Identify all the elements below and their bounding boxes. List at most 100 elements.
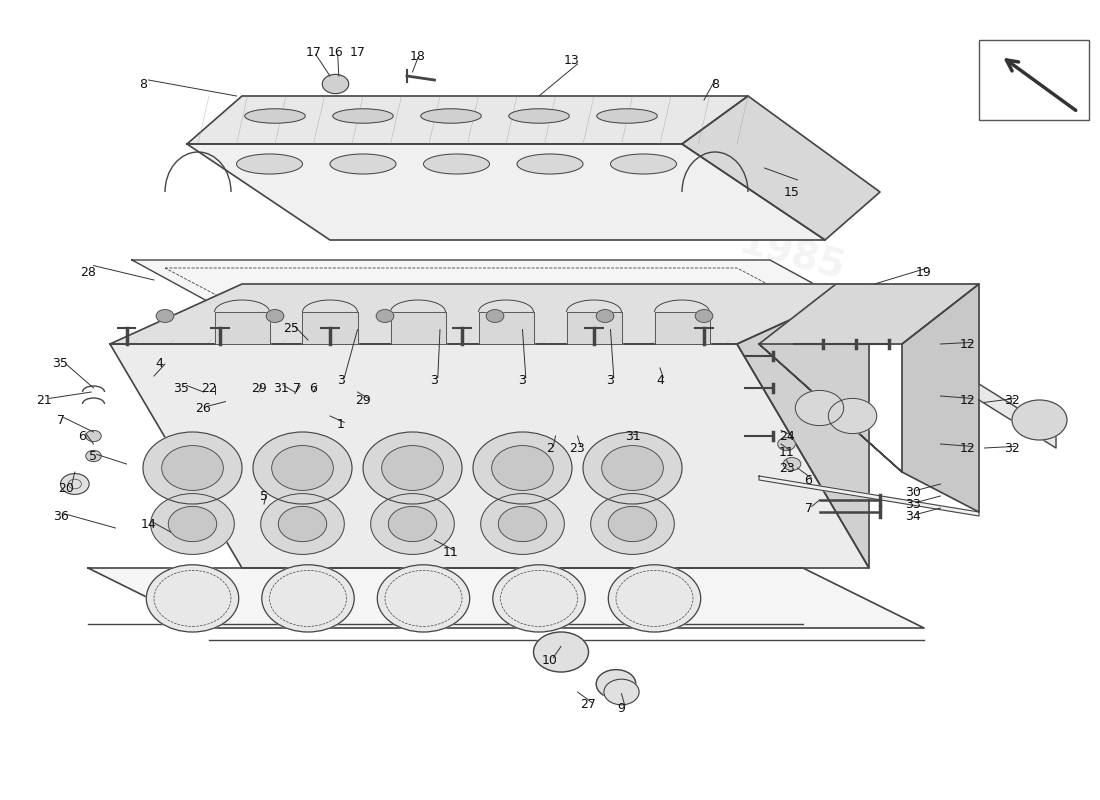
Circle shape bbox=[481, 494, 564, 554]
Text: 10: 10 bbox=[542, 654, 558, 666]
Polygon shape bbox=[759, 476, 979, 516]
Circle shape bbox=[262, 565, 354, 632]
Text: 12: 12 bbox=[960, 442, 976, 454]
Ellipse shape bbox=[236, 154, 302, 174]
Text: eurocres: eurocres bbox=[390, 305, 754, 463]
Circle shape bbox=[146, 565, 239, 632]
Text: 15: 15 bbox=[784, 186, 800, 198]
Circle shape bbox=[608, 565, 701, 632]
Text: 33: 33 bbox=[905, 498, 921, 510]
Ellipse shape bbox=[332, 109, 394, 123]
Circle shape bbox=[266, 310, 284, 322]
Circle shape bbox=[583, 432, 682, 504]
Polygon shape bbox=[390, 312, 446, 344]
Text: 25: 25 bbox=[284, 322, 299, 334]
Circle shape bbox=[382, 446, 443, 490]
Text: 31: 31 bbox=[273, 382, 288, 394]
Polygon shape bbox=[187, 144, 825, 240]
Polygon shape bbox=[110, 344, 869, 568]
Circle shape bbox=[278, 506, 327, 542]
Text: 8: 8 bbox=[711, 78, 719, 90]
Text: 4: 4 bbox=[656, 374, 664, 386]
Circle shape bbox=[778, 438, 795, 450]
Text: 11: 11 bbox=[443, 546, 459, 558]
Ellipse shape bbox=[244, 109, 306, 123]
Text: 20: 20 bbox=[58, 482, 74, 494]
Text: 24: 24 bbox=[779, 430, 794, 442]
Circle shape bbox=[388, 506, 437, 542]
Polygon shape bbox=[88, 568, 924, 628]
Text: 6: 6 bbox=[78, 430, 87, 442]
Circle shape bbox=[168, 506, 217, 542]
Circle shape bbox=[695, 310, 713, 322]
Text: 29: 29 bbox=[251, 382, 266, 394]
Text: 7: 7 bbox=[293, 382, 301, 394]
Text: 4: 4 bbox=[155, 358, 164, 370]
Ellipse shape bbox=[330, 154, 396, 174]
Circle shape bbox=[591, 494, 674, 554]
Text: 35: 35 bbox=[53, 358, 68, 370]
Polygon shape bbox=[566, 312, 621, 344]
Polygon shape bbox=[132, 260, 902, 332]
Circle shape bbox=[371, 494, 454, 554]
Text: 26: 26 bbox=[196, 402, 211, 414]
Circle shape bbox=[86, 430, 101, 442]
Ellipse shape bbox=[596, 109, 658, 123]
Text: 8: 8 bbox=[139, 78, 147, 90]
Polygon shape bbox=[737, 284, 869, 568]
Polygon shape bbox=[478, 312, 534, 344]
Circle shape bbox=[86, 450, 101, 462]
Text: 11: 11 bbox=[779, 446, 794, 458]
Circle shape bbox=[486, 310, 504, 322]
Polygon shape bbox=[187, 96, 748, 144]
Text: 7: 7 bbox=[56, 414, 65, 426]
Text: 2: 2 bbox=[546, 442, 554, 454]
Polygon shape bbox=[682, 96, 880, 240]
Text: 3: 3 bbox=[430, 374, 439, 386]
Polygon shape bbox=[759, 284, 979, 344]
Ellipse shape bbox=[424, 154, 490, 174]
Text: 36: 36 bbox=[53, 510, 68, 522]
Circle shape bbox=[60, 474, 89, 494]
Text: 18: 18 bbox=[410, 50, 426, 62]
Circle shape bbox=[363, 432, 462, 504]
Circle shape bbox=[492, 446, 553, 490]
Circle shape bbox=[151, 494, 234, 554]
Text: 32: 32 bbox=[1004, 394, 1020, 406]
Text: 19: 19 bbox=[916, 266, 932, 278]
Text: 14: 14 bbox=[141, 518, 156, 530]
Circle shape bbox=[261, 494, 344, 554]
Text: 6: 6 bbox=[804, 474, 813, 486]
Text: 23: 23 bbox=[779, 462, 794, 474]
Circle shape bbox=[377, 565, 470, 632]
Circle shape bbox=[272, 446, 333, 490]
Polygon shape bbox=[902, 284, 979, 512]
Text: 5: 5 bbox=[260, 490, 268, 502]
Text: 13: 13 bbox=[564, 54, 580, 66]
Text: 31: 31 bbox=[625, 430, 640, 442]
Text: 32: 32 bbox=[1004, 442, 1020, 454]
Polygon shape bbox=[654, 312, 710, 344]
Circle shape bbox=[143, 432, 242, 504]
Circle shape bbox=[596, 310, 614, 322]
Text: 27: 27 bbox=[581, 698, 596, 710]
Text: 12: 12 bbox=[960, 338, 976, 350]
Circle shape bbox=[828, 398, 877, 434]
Text: 1985: 1985 bbox=[735, 224, 849, 288]
Text: 23: 23 bbox=[570, 442, 585, 454]
Ellipse shape bbox=[610, 154, 676, 174]
Circle shape bbox=[783, 458, 801, 470]
Text: 22: 22 bbox=[201, 382, 217, 394]
Circle shape bbox=[498, 506, 547, 542]
Text: 17: 17 bbox=[350, 46, 365, 58]
Circle shape bbox=[473, 432, 572, 504]
Polygon shape bbox=[979, 384, 1056, 448]
Polygon shape bbox=[302, 312, 358, 344]
Text: 16: 16 bbox=[328, 46, 343, 58]
Text: 7: 7 bbox=[804, 502, 813, 514]
Text: 21: 21 bbox=[36, 394, 52, 406]
Polygon shape bbox=[214, 312, 270, 344]
Polygon shape bbox=[759, 344, 902, 472]
Circle shape bbox=[253, 432, 352, 504]
Circle shape bbox=[1012, 400, 1067, 440]
